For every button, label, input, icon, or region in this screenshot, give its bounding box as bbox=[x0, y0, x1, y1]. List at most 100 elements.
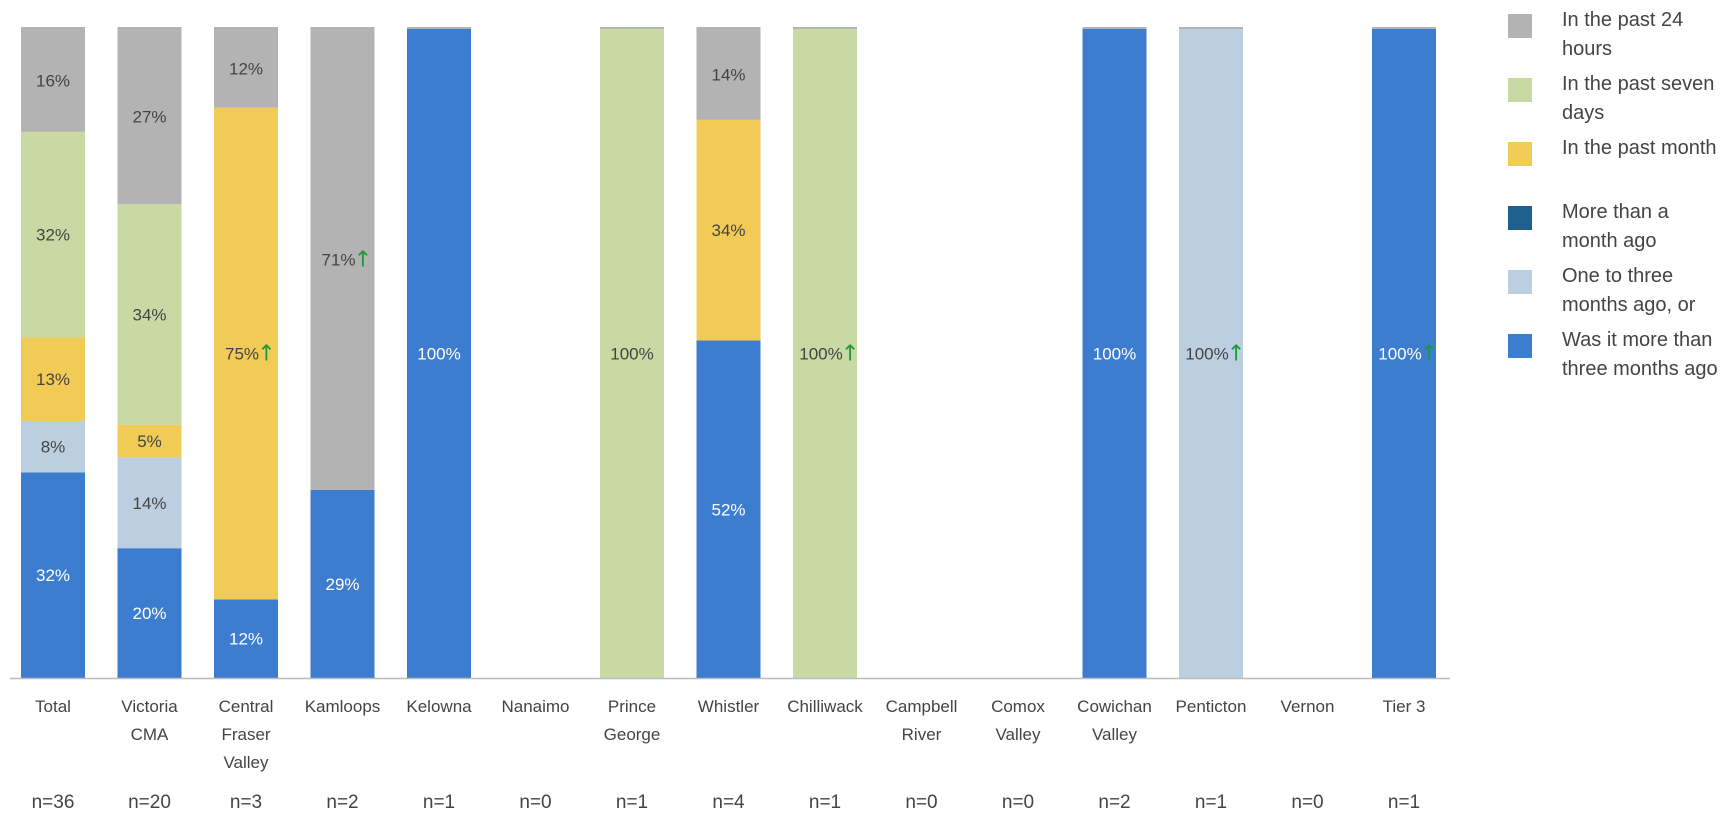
data-label-central-fraser-valley-in-the-past-month: 75% bbox=[225, 345, 259, 364]
data-label-kamloops-was-it-more-than-three-months-ago: 29% bbox=[325, 575, 359, 594]
data-label-chilliwack-in-the-past-seven-days: 100% bbox=[799, 345, 842, 364]
data-label-penticton-one-to-three-months-ago-or: 100% bbox=[1185, 345, 1228, 364]
x-tick-label-chilliwack: Chilliwack bbox=[787, 697, 863, 716]
x-tick-label-comox-valley: Comox Valley bbox=[991, 697, 1045, 744]
bar-victoria-cma-one-to-three-months-ago-or bbox=[117, 457, 182, 549]
bar-total-in-the-past-seven-days bbox=[21, 131, 85, 338]
legend-item-more-than-three-months: Was it more than three months ago bbox=[1508, 320, 1723, 384]
bar-kelowna-was-it-more-than-three-months-ago bbox=[407, 29, 471, 678]
up-arrow-icon: ↑ bbox=[1227, 342, 1245, 367]
x-tick-label-cowichan-valley: Cowichan Valley bbox=[1077, 697, 1152, 744]
data-label-victoria-cma-one-to-three-months-ago-or: 14% bbox=[132, 494, 166, 513]
legend-item-past-seven-days: In the past seven days bbox=[1508, 64, 1723, 128]
sample-size-total: n=36 bbox=[32, 792, 75, 813]
legend-label-one-to-three-months: One to three months ago, or bbox=[1562, 265, 1696, 316]
bar-victoria-cma-in-the-past-24-hours bbox=[117, 29, 182, 205]
sample-size-kelowna: n=1 bbox=[423, 792, 455, 813]
bar-central-fraser-valley-in-the-past-24-hours bbox=[214, 29, 278, 108]
legend-label-more-than-month: More than a month ago bbox=[1562, 201, 1669, 252]
chart-legend: In the past 24 hours In the past seven d… bbox=[1508, 0, 1723, 384]
bar-total-in-the-past-month bbox=[21, 337, 85, 421]
bar-whistler-was-it-more-than-three-months-ago bbox=[696, 340, 761, 678]
bar-victoria-cma-was-it-more-than-three-months-ago bbox=[117, 548, 182, 678]
bar-whistler-in-the-past-24-hours bbox=[696, 29, 761, 120]
x-tick-label-kelowna: Kelowna bbox=[406, 697, 472, 716]
sample-size-whistler: n=4 bbox=[712, 792, 745, 813]
legend-swatch-more-than-month bbox=[1508, 206, 1532, 230]
sample-size-nanaimo: n=0 bbox=[519, 792, 551, 813]
x-tick-label-total: Total bbox=[35, 697, 71, 716]
data-label-whistler-in-the-past-month: 34% bbox=[711, 221, 745, 240]
sample-size-victoria-cma: n=20 bbox=[128, 792, 171, 813]
sample-size-labels: n=36 n=20 n=3 n=2 n=1 n=0 n=1 n=4 n=1 n=0 n=0 n=2 n=… bbox=[32, 792, 1421, 813]
legend-label-past-month: In the past month bbox=[1562, 137, 1717, 159]
legend-swatch-one-to-three-months bbox=[1508, 270, 1532, 294]
data-label-victoria-cma-in-the-past-24-hours: 27% bbox=[132, 108, 166, 127]
data-label-total-in-the-past-month: 13% bbox=[36, 370, 70, 389]
bar-penticton-one-to-three-months-ago-or bbox=[1179, 29, 1243, 678]
bar-total-was-it-more-than-three-months-ago bbox=[21, 472, 85, 678]
sample-size-tier-3: n=1 bbox=[1388, 792, 1420, 813]
data-label-victoria-cma-in-the-past-seven-days: 34% bbox=[132, 306, 166, 325]
bar-central-fraser-valley-in-the-past-month bbox=[214, 107, 278, 600]
sample-size-cowichan-valley: n=2 bbox=[1098, 792, 1130, 813]
sample-size-central-fraser-valley: n=3 bbox=[230, 792, 262, 813]
legend-swatch-more-than-three-months bbox=[1508, 334, 1532, 358]
sample-size-prince-george: n=1 bbox=[616, 792, 648, 813]
sample-size-chilliwack: n=1 bbox=[809, 792, 841, 813]
bar-victoria-cma-in-the-past-month bbox=[117, 424, 182, 458]
data-label-total-in-the-past-seven-days: 32% bbox=[36, 226, 70, 245]
legend-item-past-month: In the past month bbox=[1508, 128, 1723, 192]
up-arrow-icon: ↑ bbox=[1420, 342, 1438, 367]
sample-size-kamloops: n=2 bbox=[326, 792, 358, 813]
x-tick-label-nanaimo: Nanaimo bbox=[501, 697, 569, 716]
x-tick-label-whistler: Whistler bbox=[698, 697, 760, 716]
data-label-tier-3-was-it-more-than-three-months-ago: 100% bbox=[1378, 345, 1421, 364]
legend-label-past-24-hours: In the past 24 hours bbox=[1562, 9, 1684, 60]
bar-total-one-to-three-months-ago-or bbox=[21, 420, 85, 473]
data-label-central-fraser-valley-was-it-more-than-three-months-ago: 12% bbox=[229, 630, 263, 649]
sample-size-vernon: n=0 bbox=[1291, 792, 1323, 813]
bar-kamloops-was-it-more-than-three-months-ago bbox=[310, 489, 375, 678]
legend-swatch-past-month bbox=[1508, 142, 1532, 166]
x-axis-tick-labels: Total Victoria CMA Central Fraser Valley Kamlo… bbox=[35, 697, 1425, 772]
up-arrow-icon: ↑ bbox=[354, 247, 372, 272]
sample-size-penticton: n=1 bbox=[1195, 792, 1227, 813]
x-tick-label-kamloops: Kamloops bbox=[305, 697, 381, 716]
data-label-prince-george-in-the-past-seven-days: 100% bbox=[610, 345, 653, 364]
bar-kamloops-in-the-past-24-hours bbox=[310, 29, 375, 490]
data-label-central-fraser-valley-in-the-past-24-hours: 12% bbox=[229, 59, 263, 78]
legend-item-past-24-hours: In the past 24 hours bbox=[1508, 0, 1723, 64]
data-label-total-one-to-three-months-ago-or: 8% bbox=[41, 438, 66, 457]
x-tick-label-campbell-river: Campbell River bbox=[886, 697, 958, 744]
legend-item-more-than-month: More than a month ago bbox=[1508, 192, 1723, 256]
x-tick-label-prince-george: Prince George bbox=[604, 697, 661, 744]
bar-prince-george-in-the-past-seven-days bbox=[600, 29, 664, 678]
data-label-kamloops-in-the-past-24-hours: 71% bbox=[321, 250, 355, 269]
legend-swatch-past-24-hours bbox=[1508, 14, 1532, 38]
data-label-whistler-was-it-more-than-three-months-ago: 52% bbox=[711, 500, 745, 519]
bar-central-fraser-valley-was-it-more-than-three-months-ago bbox=[214, 599, 278, 678]
sample-size-comox-valley: n=0 bbox=[1002, 792, 1034, 813]
data-label-cowichan-valley-was-it-more-than-three-months-ago: 100% bbox=[1093, 345, 1136, 364]
bar-chilliwack-in-the-past-seven-days bbox=[793, 29, 857, 678]
data-label-kelowna-was-it-more-than-three-months-ago: 100% bbox=[417, 345, 460, 364]
x-tick-label-victoria-cma: Victoria CMA bbox=[121, 697, 178, 744]
legend-label-more-than-three-months: Was it more than three months ago bbox=[1562, 329, 1718, 380]
bar-tier-3-was-it-more-than-three-months-ago bbox=[1372, 29, 1436, 678]
bar-whistler-in-the-past-month bbox=[696, 119, 761, 341]
up-arrow-icon: ↑ bbox=[257, 342, 275, 367]
data-label-total-was-it-more-than-three-months-ago: 32% bbox=[36, 566, 70, 585]
bar-victoria-cma-in-the-past-seven-days bbox=[117, 204, 182, 425]
data-label-victoria-cma-in-the-past-month: 5% bbox=[137, 432, 162, 451]
up-arrow-icon: ↑ bbox=[841, 342, 859, 367]
x-tick-label-central-fraser-valley: Central Fraser Valley bbox=[219, 697, 274, 772]
bar-cowichan-valley-was-it-more-than-three-months-ago bbox=[1082, 29, 1147, 678]
data-label-victoria-cma-was-it-more-than-three-months-ago: 20% bbox=[132, 604, 166, 623]
data-label-whistler-in-the-past-24-hours: 14% bbox=[711, 65, 745, 84]
stacked-bar-chart: 32%8%13%32%16%20%14%5%34%27%12%75%↑12%29… bbox=[10, 27, 1450, 813]
legend-item-one-to-three-months: One to three months ago, or bbox=[1508, 256, 1723, 320]
legend-swatch-past-seven-days bbox=[1508, 78, 1532, 102]
data-label-total-in-the-past-24-hours: 16% bbox=[36, 71, 70, 90]
bar-total-in-the-past-24-hours bbox=[21, 29, 85, 132]
